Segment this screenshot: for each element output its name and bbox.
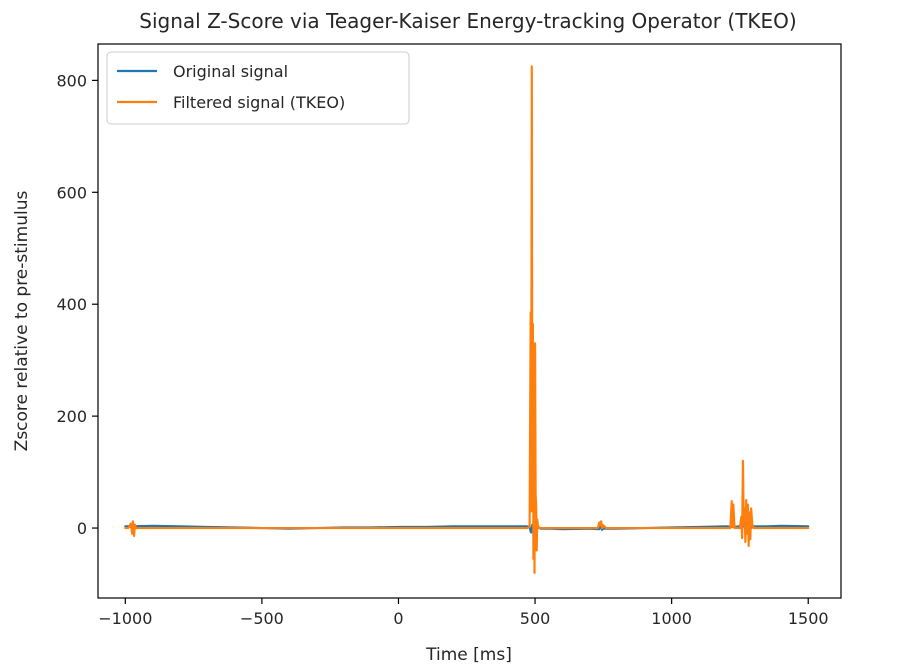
legend: Original signal Filtered signal (TKEO) xyxy=(106,51,410,125)
x-tick-label: 0 xyxy=(393,609,403,628)
x-tick-label: 1500 xyxy=(788,609,829,628)
y-tick-label: 600 xyxy=(56,183,87,202)
series-layer xyxy=(124,65,810,574)
x-axis: −1000 −500 0 500 1000 1500 xyxy=(98,598,829,628)
series-line-filtered-signal xyxy=(124,65,810,574)
legend-entry-label: Filtered signal (TKEO) xyxy=(173,93,345,112)
x-tick-label: −1000 xyxy=(98,609,152,628)
x-tick-label: 1000 xyxy=(651,609,692,628)
y-tick-label: 0 xyxy=(77,519,87,538)
x-tick-label: −500 xyxy=(240,609,284,628)
x-tick-label: 500 xyxy=(520,609,551,628)
x-axis-label: Time [ms] xyxy=(425,645,512,665)
plot-area-frame xyxy=(97,43,842,599)
y-tick-label: 200 xyxy=(56,407,87,426)
y-axis-label: Zscore relative to pre-stimulus xyxy=(12,191,32,452)
y-axis: 0 200 400 600 800 xyxy=(56,71,98,538)
legend-entry-label: Original signal xyxy=(173,62,288,81)
legend-box xyxy=(106,51,410,125)
y-tick-label: 800 xyxy=(56,71,87,90)
chart-title: Signal Z-Score via Teager-Kaiser Energy-… xyxy=(139,9,796,33)
y-tick-label: 400 xyxy=(56,295,87,314)
